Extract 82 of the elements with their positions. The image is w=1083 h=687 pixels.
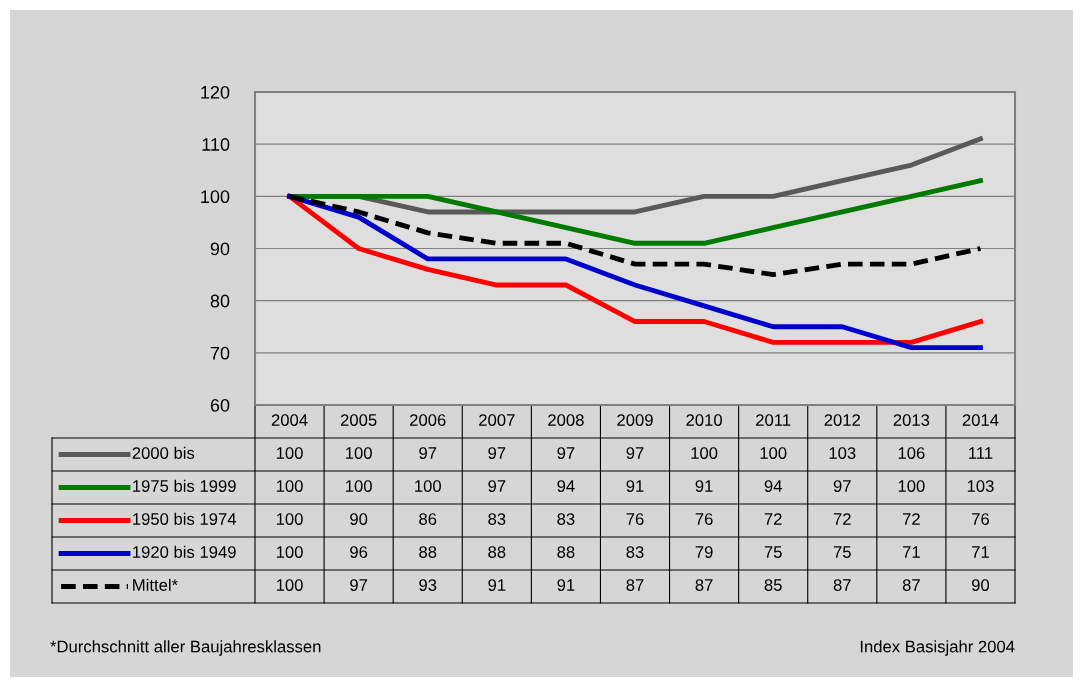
legend-label: Mittel*: [133, 578, 178, 591]
data-label: 87: [695, 579, 713, 591]
data-label: 97: [350, 579, 368, 591]
data-label: 88: [419, 546, 437, 558]
x-tick-label: 2009: [617, 414, 653, 426]
data-label: 100: [346, 480, 372, 492]
data-label: 88: [557, 546, 575, 558]
data-label: 97: [488, 447, 506, 459]
data-label: 87: [833, 579, 851, 591]
line-series: [287, 178, 983, 246]
data-label: 83: [488, 513, 506, 525]
x-tick-label: 2010: [686, 414, 722, 426]
data-label: 90: [971, 579, 990, 591]
data-label: 97: [419, 447, 437, 459]
data-label: 97: [626, 447, 644, 459]
data-label: 100: [415, 480, 441, 492]
y-tick-label: 90: [210, 242, 230, 256]
y-tick-label: 120: [201, 85, 230, 99]
data-label: 91: [488, 579, 506, 591]
data-label: 83: [557, 513, 575, 525]
data-label: 106: [898, 447, 925, 459]
y-tick-label: 60: [210, 398, 230, 412]
data-label: 75: [833, 546, 851, 558]
y-tick-label: 80: [210, 294, 230, 308]
legend-label: 1975 bis 1999: [133, 479, 236, 492]
data-label: 91: [626, 480, 644, 492]
text: Index Basisjahr 2004: [860, 640, 1015, 656]
data-label: 93: [419, 579, 437, 591]
x-tick-label: 2014: [962, 414, 999, 426]
data-label: 79: [695, 546, 713, 558]
x-tick-label: 2004: [271, 414, 308, 426]
legend-label: 1920 bis 1949: [133, 545, 236, 558]
data-label: 72: [902, 513, 920, 525]
data-label: 100: [276, 546, 303, 558]
data-label: 87: [626, 579, 644, 591]
data-label: 100: [276, 480, 303, 492]
data-label: 97: [833, 480, 851, 492]
y-tick-label: 110: [202, 138, 230, 151]
x-tick-label: 2005: [340, 414, 377, 426]
data-label: 72: [833, 513, 851, 525]
data-label: 100: [898, 480, 925, 492]
data-label: 111: [969, 447, 993, 459]
data-label: 88: [488, 546, 506, 558]
x-tick-label: 2006: [410, 414, 446, 426]
data-label: 96: [350, 546, 368, 558]
data-label: 94: [764, 480, 782, 492]
data-label: 100: [760, 447, 787, 459]
data-label: 71: [972, 546, 989, 558]
data-label: 103: [829, 447, 856, 459]
data-label: 103: [967, 480, 994, 492]
x-tick-label: 2008: [548, 414, 584, 426]
data-label: 100: [276, 579, 303, 591]
data-label: 76: [972, 513, 989, 525]
data-label: 85: [764, 579, 782, 591]
data-label: 97: [488, 480, 506, 492]
y-tick-label: 100: [201, 190, 230, 204]
data-label: 97: [557, 447, 575, 459]
data-label: 75: [764, 546, 782, 558]
data-label: 90: [350, 513, 368, 525]
x-tick-label: 2013: [893, 414, 930, 426]
data-label: 76: [695, 513, 713, 525]
data-label: 76: [626, 513, 644, 525]
text: *Durchschnitt aller Baujahresklassen: [50, 640, 321, 656]
data-label: 91: [557, 579, 575, 591]
legend-label: 2000 bis: [132, 446, 195, 459]
data-label: 100: [691, 447, 718, 459]
x-tick-label: 2007: [479, 414, 515, 426]
data-label: 100: [346, 447, 372, 459]
data-label: 94: [557, 480, 575, 492]
data-label: 100: [276, 513, 303, 525]
x-tick-label: 2012: [824, 414, 860, 426]
y-tick-label: 70: [210, 346, 230, 360]
data-label: 100: [276, 447, 303, 459]
data-label: 87: [902, 579, 920, 591]
data-label: 71: [902, 546, 920, 558]
data-label: 83: [626, 546, 644, 558]
data-label: 86: [419, 513, 437, 525]
x-tick-label: 2011: [756, 414, 791, 426]
line-series: [287, 193, 983, 278]
data-label: 72: [764, 513, 782, 525]
data-label: 91: [695, 480, 713, 492]
legend-label: 1950 bis 1974: [133, 512, 237, 525]
